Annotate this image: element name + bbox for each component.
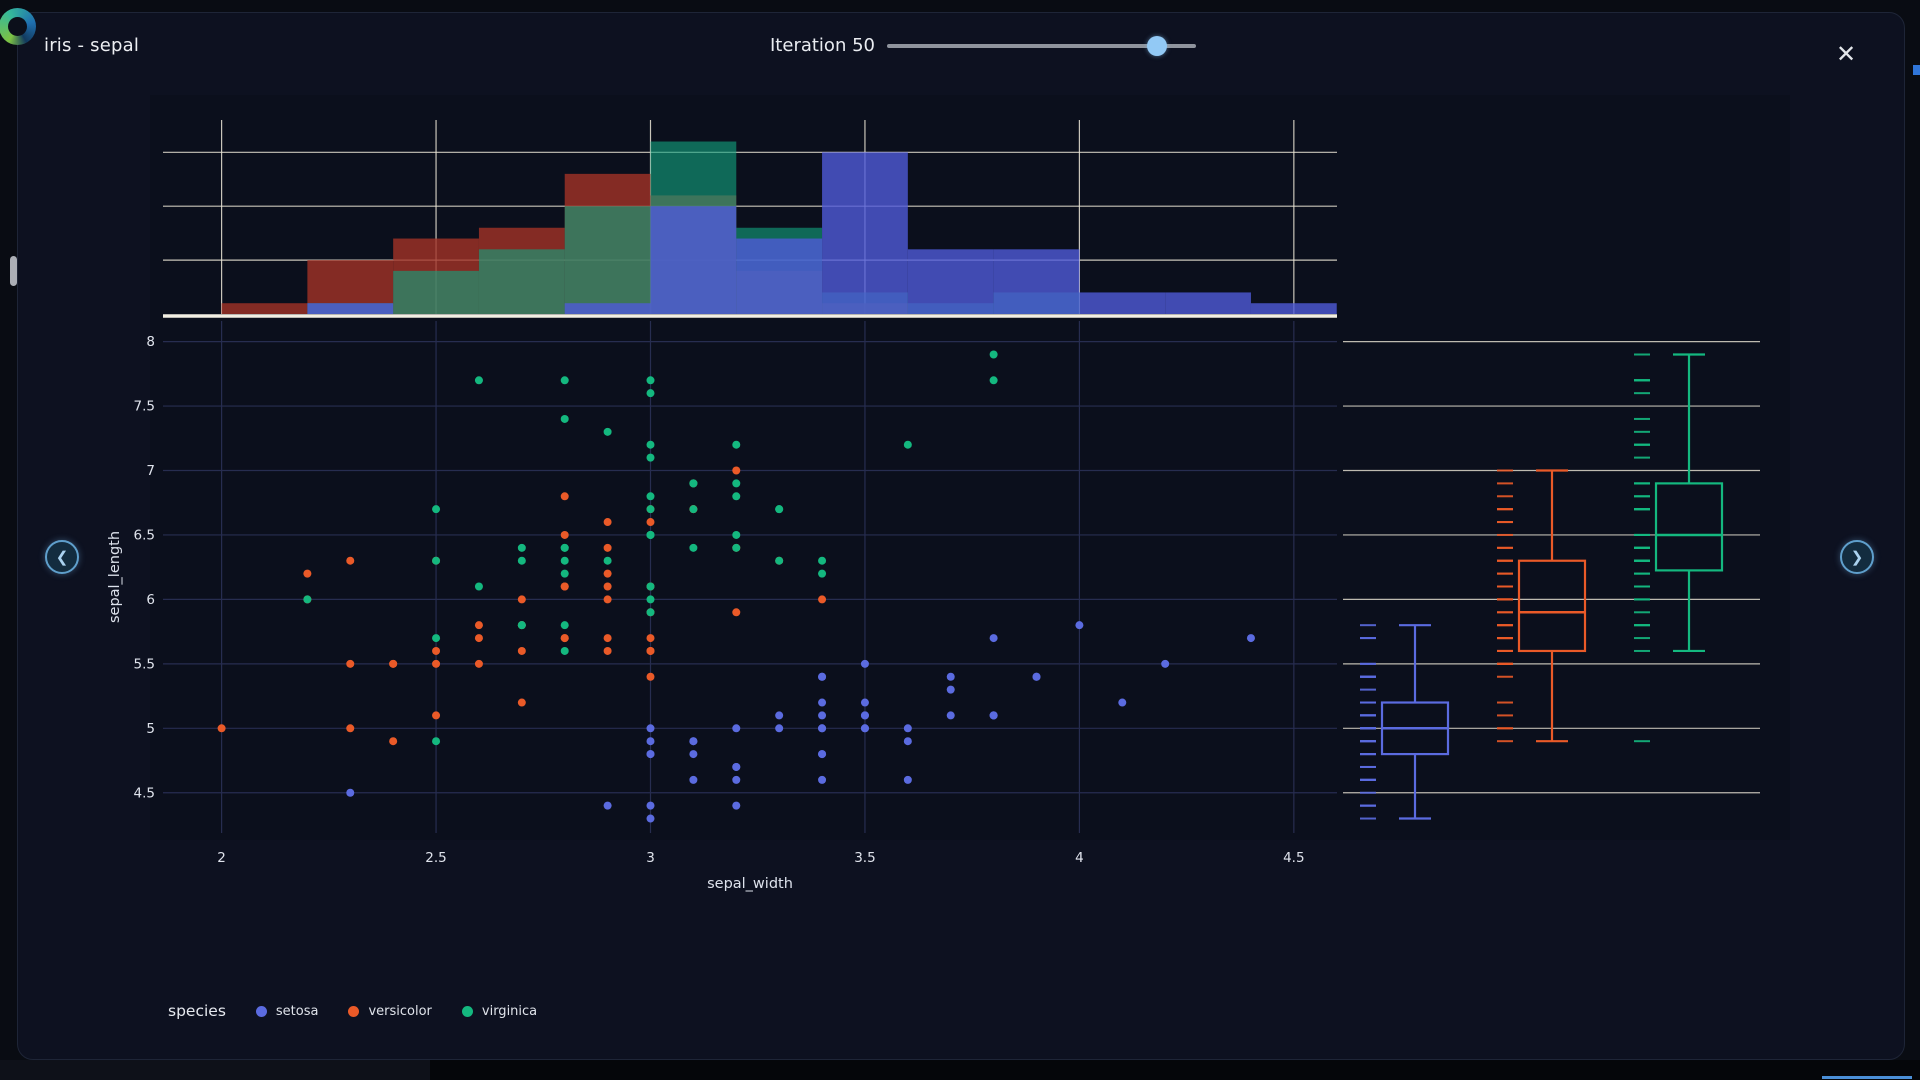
scrollbar-thumb[interactable]: [1913, 65, 1920, 75]
iteration-slider[interactable]: [886, 35, 1196, 56]
app-logo-center: [8, 17, 27, 36]
legend-item-versicolor[interactable]: versicolor: [348, 1003, 432, 1019]
app-logo-icon: [0, 8, 36, 45]
chevron-right-icon: ❯: [1850, 548, 1864, 566]
legend-item-virginica[interactable]: virginica: [461, 1003, 538, 1019]
legend-swatch-virginica: [461, 1005, 473, 1017]
close-icon: ✕: [1835, 41, 1857, 68]
next-button[interactable]: ❯: [1840, 540, 1874, 574]
slider-thumb[interactable]: [1146, 35, 1167, 56]
iteration-control: Iteration 50: [770, 35, 1196, 56]
legend-label: virginica: [481, 1003, 538, 1019]
chevron-left-icon: ❮: [55, 548, 69, 566]
iris-visualization-modal: iris - sepal Iteration 50 ✕: [17, 12, 1905, 1060]
bottom-bar-left: [0, 1060, 430, 1080]
drawer-handle[interactable]: [10, 256, 17, 286]
modal-title: iris - sepal: [44, 35, 140, 56]
legend-title: species: [168, 1002, 226, 1020]
species-legend: species setosa versicolor virginica: [168, 1000, 537, 1022]
legend-swatch-setosa: [255, 1005, 267, 1017]
legend-label: setosa: [275, 1003, 319, 1019]
legend-swatch-versicolor: [348, 1005, 360, 1017]
legend-label: versicolor: [368, 1003, 432, 1019]
close-button[interactable]: ✕: [1828, 37, 1864, 73]
bottom-bar: [0, 1060, 1920, 1080]
iteration-label: Iteration 50: [770, 35, 875, 56]
bottom-bar-accent: [1822, 1076, 1912, 1079]
legend-item-setosa[interactable]: setosa: [255, 1003, 319, 1019]
slider-track[interactable]: [886, 43, 1196, 48]
previous-button[interactable]: ❮: [45, 540, 79, 574]
